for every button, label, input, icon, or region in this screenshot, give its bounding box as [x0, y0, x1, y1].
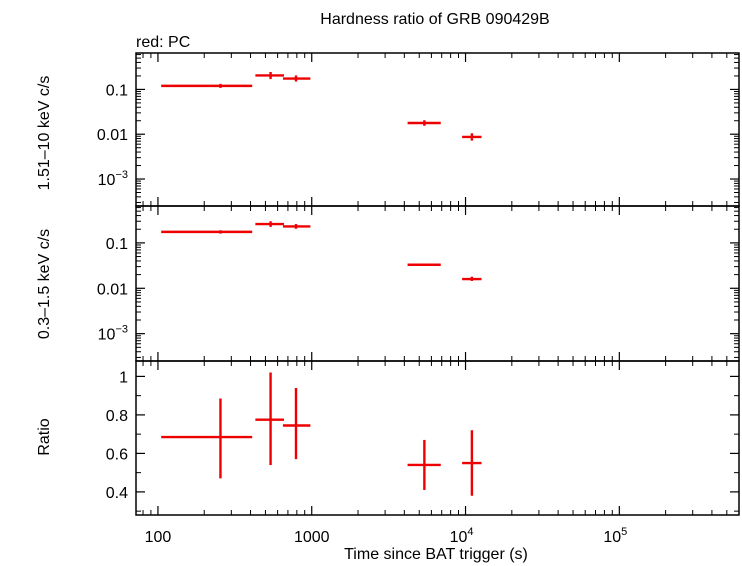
y-axis-label-ratio: Ratio — [36, 418, 53, 455]
y-tick-label: 0.1 — [106, 236, 128, 253]
panel-hard: 0.1 0.01 10−3 — [97, 52, 740, 207]
y-tick-label: 1 — [119, 369, 128, 386]
data-point-soft-1 — [161, 230, 253, 234]
y-axis-label-soft: 0.3–1.5 keV c/s — [36, 229, 53, 339]
data-point-soft-2 — [255, 221, 284, 227]
chart-title: Hardness ratio of GRB 090429B — [320, 11, 549, 28]
y-tick-label: 0.01 — [97, 127, 128, 144]
data-point-ratio-4 — [407, 439, 441, 490]
y-tick-label: 0.1 — [106, 82, 128, 99]
data-point-hard-3 — [282, 75, 311, 82]
data-point-soft-4 — [407, 263, 441, 266]
data-point-hard-4 — [407, 120, 441, 126]
y-tick-label: 10−3 — [98, 324, 128, 344]
data-point-hard-5 — [462, 133, 482, 141]
x-tick-label: 105 — [603, 526, 627, 546]
panel-ratio: 1 0.8 0.6 0.4 — [106, 360, 740, 516]
y-tick-label: 0.01 — [97, 281, 128, 298]
chart-subtitle: red: PC — [136, 34, 190, 51]
chart-panels: 0.1 0.01 10−3 0.1 0.01 10−3 1 0.8 0.6 0.4 100 1000 1… — [97, 52, 740, 546]
x-tick-label: 100 — [145, 529, 172, 546]
data-point-ratio-3 — [282, 387, 311, 460]
data-point-ratio-1 — [161, 398, 253, 479]
y-tick-label: 0.8 — [106, 408, 128, 425]
x-tick-label: 104 — [450, 526, 474, 546]
data-point-hard-2 — [255, 71, 284, 80]
panel-frame-hard — [135, 52, 740, 207]
y-axis-label-hard: 1.51–10 keV c/s — [36, 76, 53, 191]
y-tick-label: 10−3 — [98, 169, 128, 189]
data-point-soft-3 — [282, 224, 311, 229]
panel-frame-ratio — [135, 360, 740, 516]
x-axis-label: Time since BAT trigger (s) — [344, 546, 528, 563]
y-tick-label: 0.6 — [106, 446, 128, 463]
panel-frame-soft — [135, 205, 740, 362]
data-point-ratio-5 — [462, 430, 482, 496]
data-point-hard-1 — [161, 83, 253, 88]
y-tick-label: 0.4 — [106, 485, 128, 502]
panel-soft: 0.1 0.01 10−3 — [97, 205, 740, 362]
x-tick-label: 1000 — [294, 529, 330, 546]
data-point-soft-5 — [462, 276, 482, 281]
data-point-ratio-2 — [255, 372, 284, 465]
